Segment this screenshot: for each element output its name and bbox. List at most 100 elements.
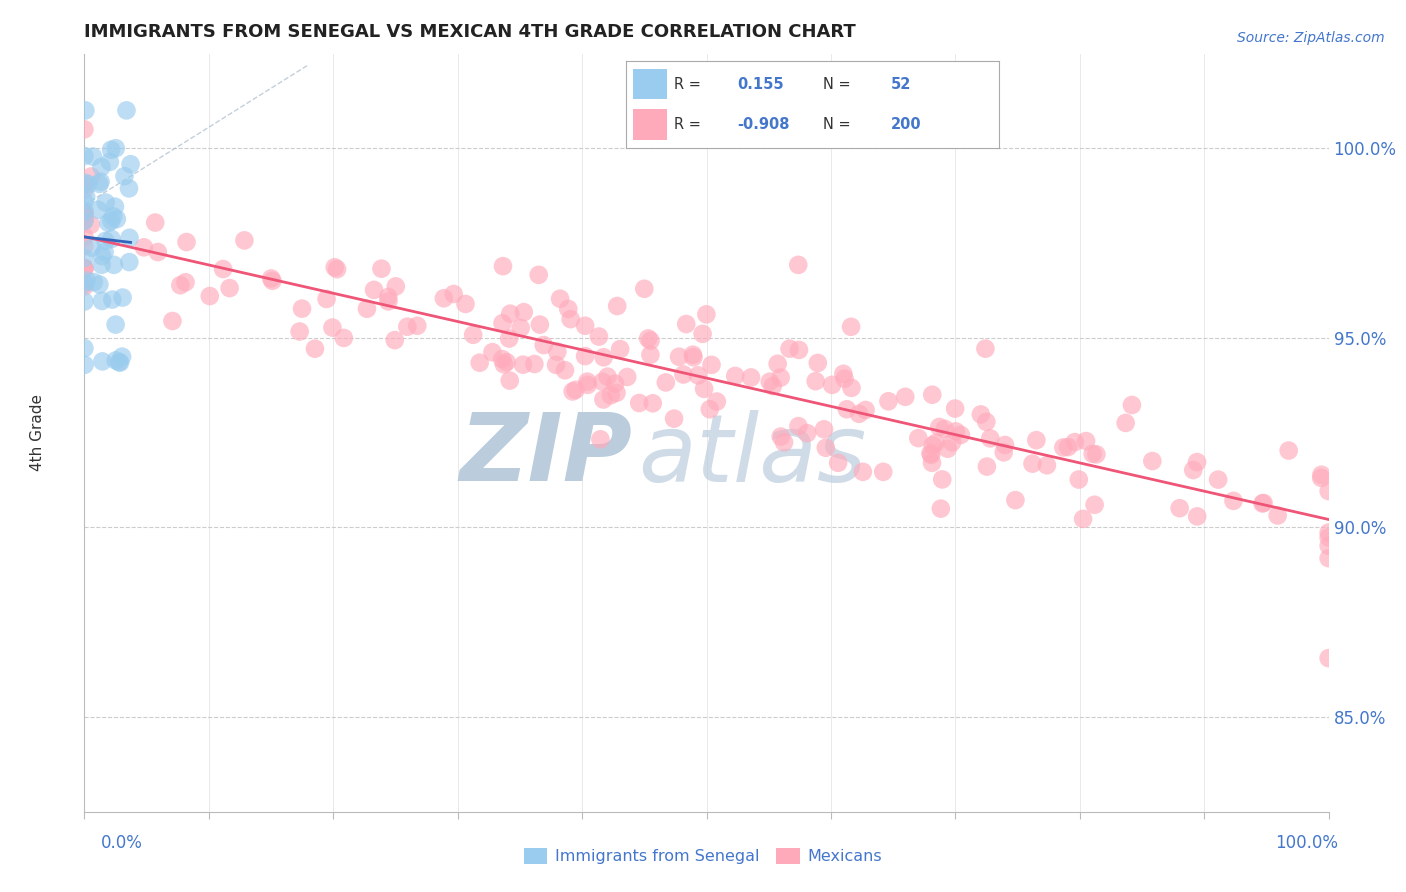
Point	[73, 260, 96, 275]
Point	[104, 353, 127, 368]
Point	[941, 435, 963, 450]
Point	[94, 234, 117, 248]
Point	[499, 307, 522, 321]
Point	[548, 292, 571, 306]
Point	[73, 208, 96, 222]
Point	[89, 177, 111, 191]
Point	[560, 312, 582, 326]
Point	[1021, 457, 1043, 471]
Point	[91, 293, 114, 308]
Point	[433, 291, 456, 305]
Point	[907, 431, 929, 445]
Point	[115, 103, 138, 118]
Point	[934, 422, 956, 436]
Point	[89, 277, 111, 292]
Point	[974, 342, 997, 356]
Point	[80, 218, 103, 232]
Point	[675, 317, 697, 331]
Point	[1168, 501, 1191, 516]
Point	[706, 394, 728, 409]
Point	[576, 377, 599, 392]
Text: Source: ZipAtlas.com: Source: ZipAtlas.com	[1237, 31, 1385, 45]
Point	[73, 294, 96, 309]
Point	[945, 425, 967, 439]
Point	[592, 351, 614, 365]
Point	[1317, 484, 1340, 499]
Point	[73, 279, 96, 293]
Point	[1310, 471, 1333, 485]
Point	[994, 438, 1017, 452]
Point	[463, 327, 485, 342]
Point	[73, 211, 96, 226]
Point	[218, 281, 240, 295]
Point	[640, 334, 662, 348]
Point	[1063, 435, 1085, 450]
Point	[90, 160, 112, 174]
Point	[839, 319, 862, 334]
Point	[700, 358, 723, 372]
Point	[492, 357, 515, 371]
Point	[91, 249, 114, 263]
Point	[73, 149, 96, 163]
Point	[114, 169, 136, 183]
Point	[176, 235, 198, 249]
Point	[787, 419, 810, 434]
Point	[118, 181, 141, 195]
Point	[1253, 496, 1275, 510]
Point	[554, 363, 576, 377]
Point	[443, 287, 465, 301]
Point	[640, 348, 662, 362]
Point	[835, 402, 858, 417]
Point	[212, 262, 235, 277]
Point	[315, 292, 337, 306]
Point	[363, 283, 385, 297]
Point	[592, 375, 614, 389]
Point	[1185, 455, 1208, 469]
Point	[105, 212, 128, 227]
Point	[564, 383, 586, 397]
Point	[321, 320, 343, 334]
Point	[523, 357, 546, 371]
Point	[605, 385, 627, 400]
Point	[73, 277, 96, 291]
Point	[495, 355, 517, 369]
Point	[872, 465, 894, 479]
Point	[169, 278, 191, 293]
Point	[949, 428, 972, 442]
Point	[73, 183, 96, 197]
Point	[377, 290, 399, 304]
Point	[468, 356, 491, 370]
Point	[1182, 463, 1205, 477]
Point	[832, 367, 855, 381]
Point	[628, 396, 651, 410]
Point	[1121, 398, 1143, 412]
Point	[637, 331, 659, 345]
Point	[920, 448, 942, 462]
Point	[606, 299, 628, 313]
Point	[655, 376, 678, 390]
Point	[807, 356, 830, 370]
Point	[993, 445, 1015, 459]
Point	[529, 318, 551, 332]
Point	[492, 259, 515, 273]
Point	[499, 374, 522, 388]
Point	[94, 195, 117, 210]
Point	[233, 233, 256, 247]
Point	[103, 210, 125, 224]
Point	[787, 258, 810, 272]
Point	[304, 342, 326, 356]
Point	[73, 341, 96, 355]
Point	[90, 175, 112, 189]
Point	[929, 501, 952, 516]
Point	[396, 319, 419, 334]
Point	[605, 376, 627, 391]
Point	[512, 358, 534, 372]
Point	[1251, 496, 1274, 510]
Point	[979, 431, 1001, 445]
Point	[834, 372, 856, 386]
Point	[1036, 458, 1059, 473]
Point	[724, 368, 747, 383]
Point	[108, 355, 131, 369]
Point	[1317, 539, 1340, 553]
Point	[73, 251, 96, 265]
